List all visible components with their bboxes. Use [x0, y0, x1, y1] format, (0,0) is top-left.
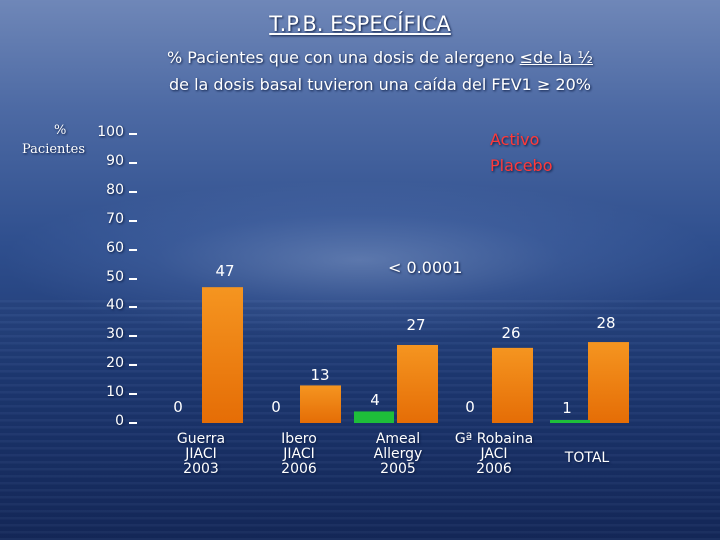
data-label-placebo: 4 [370, 391, 380, 409]
data-label-placebo: 0 [173, 398, 183, 416]
category-label-line: Allergy [373, 446, 423, 462]
category-label-line: JIACI [283, 446, 315, 462]
y-tick-mark [129, 422, 137, 424]
data-label-placebo: 1 [562, 399, 572, 417]
bar-activo [492, 347, 533, 423]
slide-title: T.P.B. ESPECÍFICA [269, 12, 451, 36]
category-label-line: 2006 [281, 461, 317, 477]
category-label: Guerra JIACI 2003 [151, 432, 251, 477]
bar-placebo [550, 420, 590, 423]
category-label: Ameal Allergy 2005 [348, 432, 448, 477]
bar-activo [202, 287, 243, 423]
bar-placebo [354, 411, 394, 423]
y-tick-mark [129, 219, 137, 222]
y-tick-mark [129, 133, 137, 135]
category-label-line: TOTAL [564, 450, 610, 466]
y-tick-label: 20 [106, 355, 124, 372]
category-label-line: 2003 [183, 461, 219, 477]
category-label-line: Gª Robaina [454, 431, 534, 447]
category-label-line: Guerra [176, 431, 226, 447]
y-tick-label: 60 [106, 239, 124, 256]
bar-activo [300, 385, 341, 423]
y-tick-label: 40 [106, 297, 124, 314]
y-tick-mark [129, 335, 137, 338]
y-tick-mark [129, 393, 137, 396]
y-tick-mark [129, 364, 137, 367]
category-label-line: 2005 [380, 461, 416, 477]
data-label-placebo: 0 [271, 398, 281, 416]
y-tick-mark [129, 190, 137, 193]
y-tick-label: 0 [115, 413, 124, 429]
y-tick-mark [129, 306, 137, 309]
data-label-activo: 13 [310, 366, 329, 384]
y-axis-label-line-2: Pacientes [22, 142, 86, 157]
y-axis-label-line-1: % [54, 123, 67, 138]
bar-activo [588, 342, 629, 423]
subtitle-line-1: % Pacientes que con una dosis de alergen… [0, 48, 720, 67]
category-label: Gª Robaina JACI 2006 [444, 432, 544, 477]
y-tick-label: 10 [106, 384, 124, 401]
y-tick-label: 100 [97, 124, 124, 140]
data-label-activo: 47 [215, 262, 234, 280]
category-label: TOTAL [537, 451, 637, 466]
y-tick-label: 50 [106, 268, 124, 285]
subtitle-underlined: ≤de la ½ [519, 48, 593, 67]
y-tick-mark [129, 248, 137, 251]
data-label-placebo: 0 [465, 398, 475, 416]
y-tick-label: 70 [106, 210, 124, 227]
data-label-activo: 27 [406, 316, 425, 334]
y-tick-label: 80 [106, 181, 124, 198]
category-label: Ibero JIACI 2006 [249, 432, 349, 477]
subtitle-prefix: % Pacientes que con una dosis de alergen… [167, 48, 520, 67]
category-label-line: Ibero [281, 431, 317, 447]
y-tick-label: 30 [106, 326, 124, 343]
p-value-annotation: < 0.0001 [388, 258, 463, 277]
data-label-activo: 26 [501, 324, 520, 342]
y-tick-label: 90 [106, 152, 124, 169]
category-label-line: 2006 [476, 461, 512, 477]
y-axis-label: % Pacientes [22, 121, 100, 159]
legend-placebo: Placebo [490, 156, 553, 175]
y-tick-mark [129, 277, 137, 280]
category-label-line: JACI [480, 446, 508, 462]
data-label-activo: 28 [596, 314, 615, 332]
category-label-line: Ameal [375, 431, 421, 447]
category-label-line: JIACI [185, 446, 217, 462]
bar-activo [397, 344, 438, 423]
legend-activo: Activo [490, 130, 540, 149]
subtitle-line-2: de la dosis basal tuvieron una caída del… [169, 75, 591, 94]
y-tick-mark [129, 161, 137, 164]
